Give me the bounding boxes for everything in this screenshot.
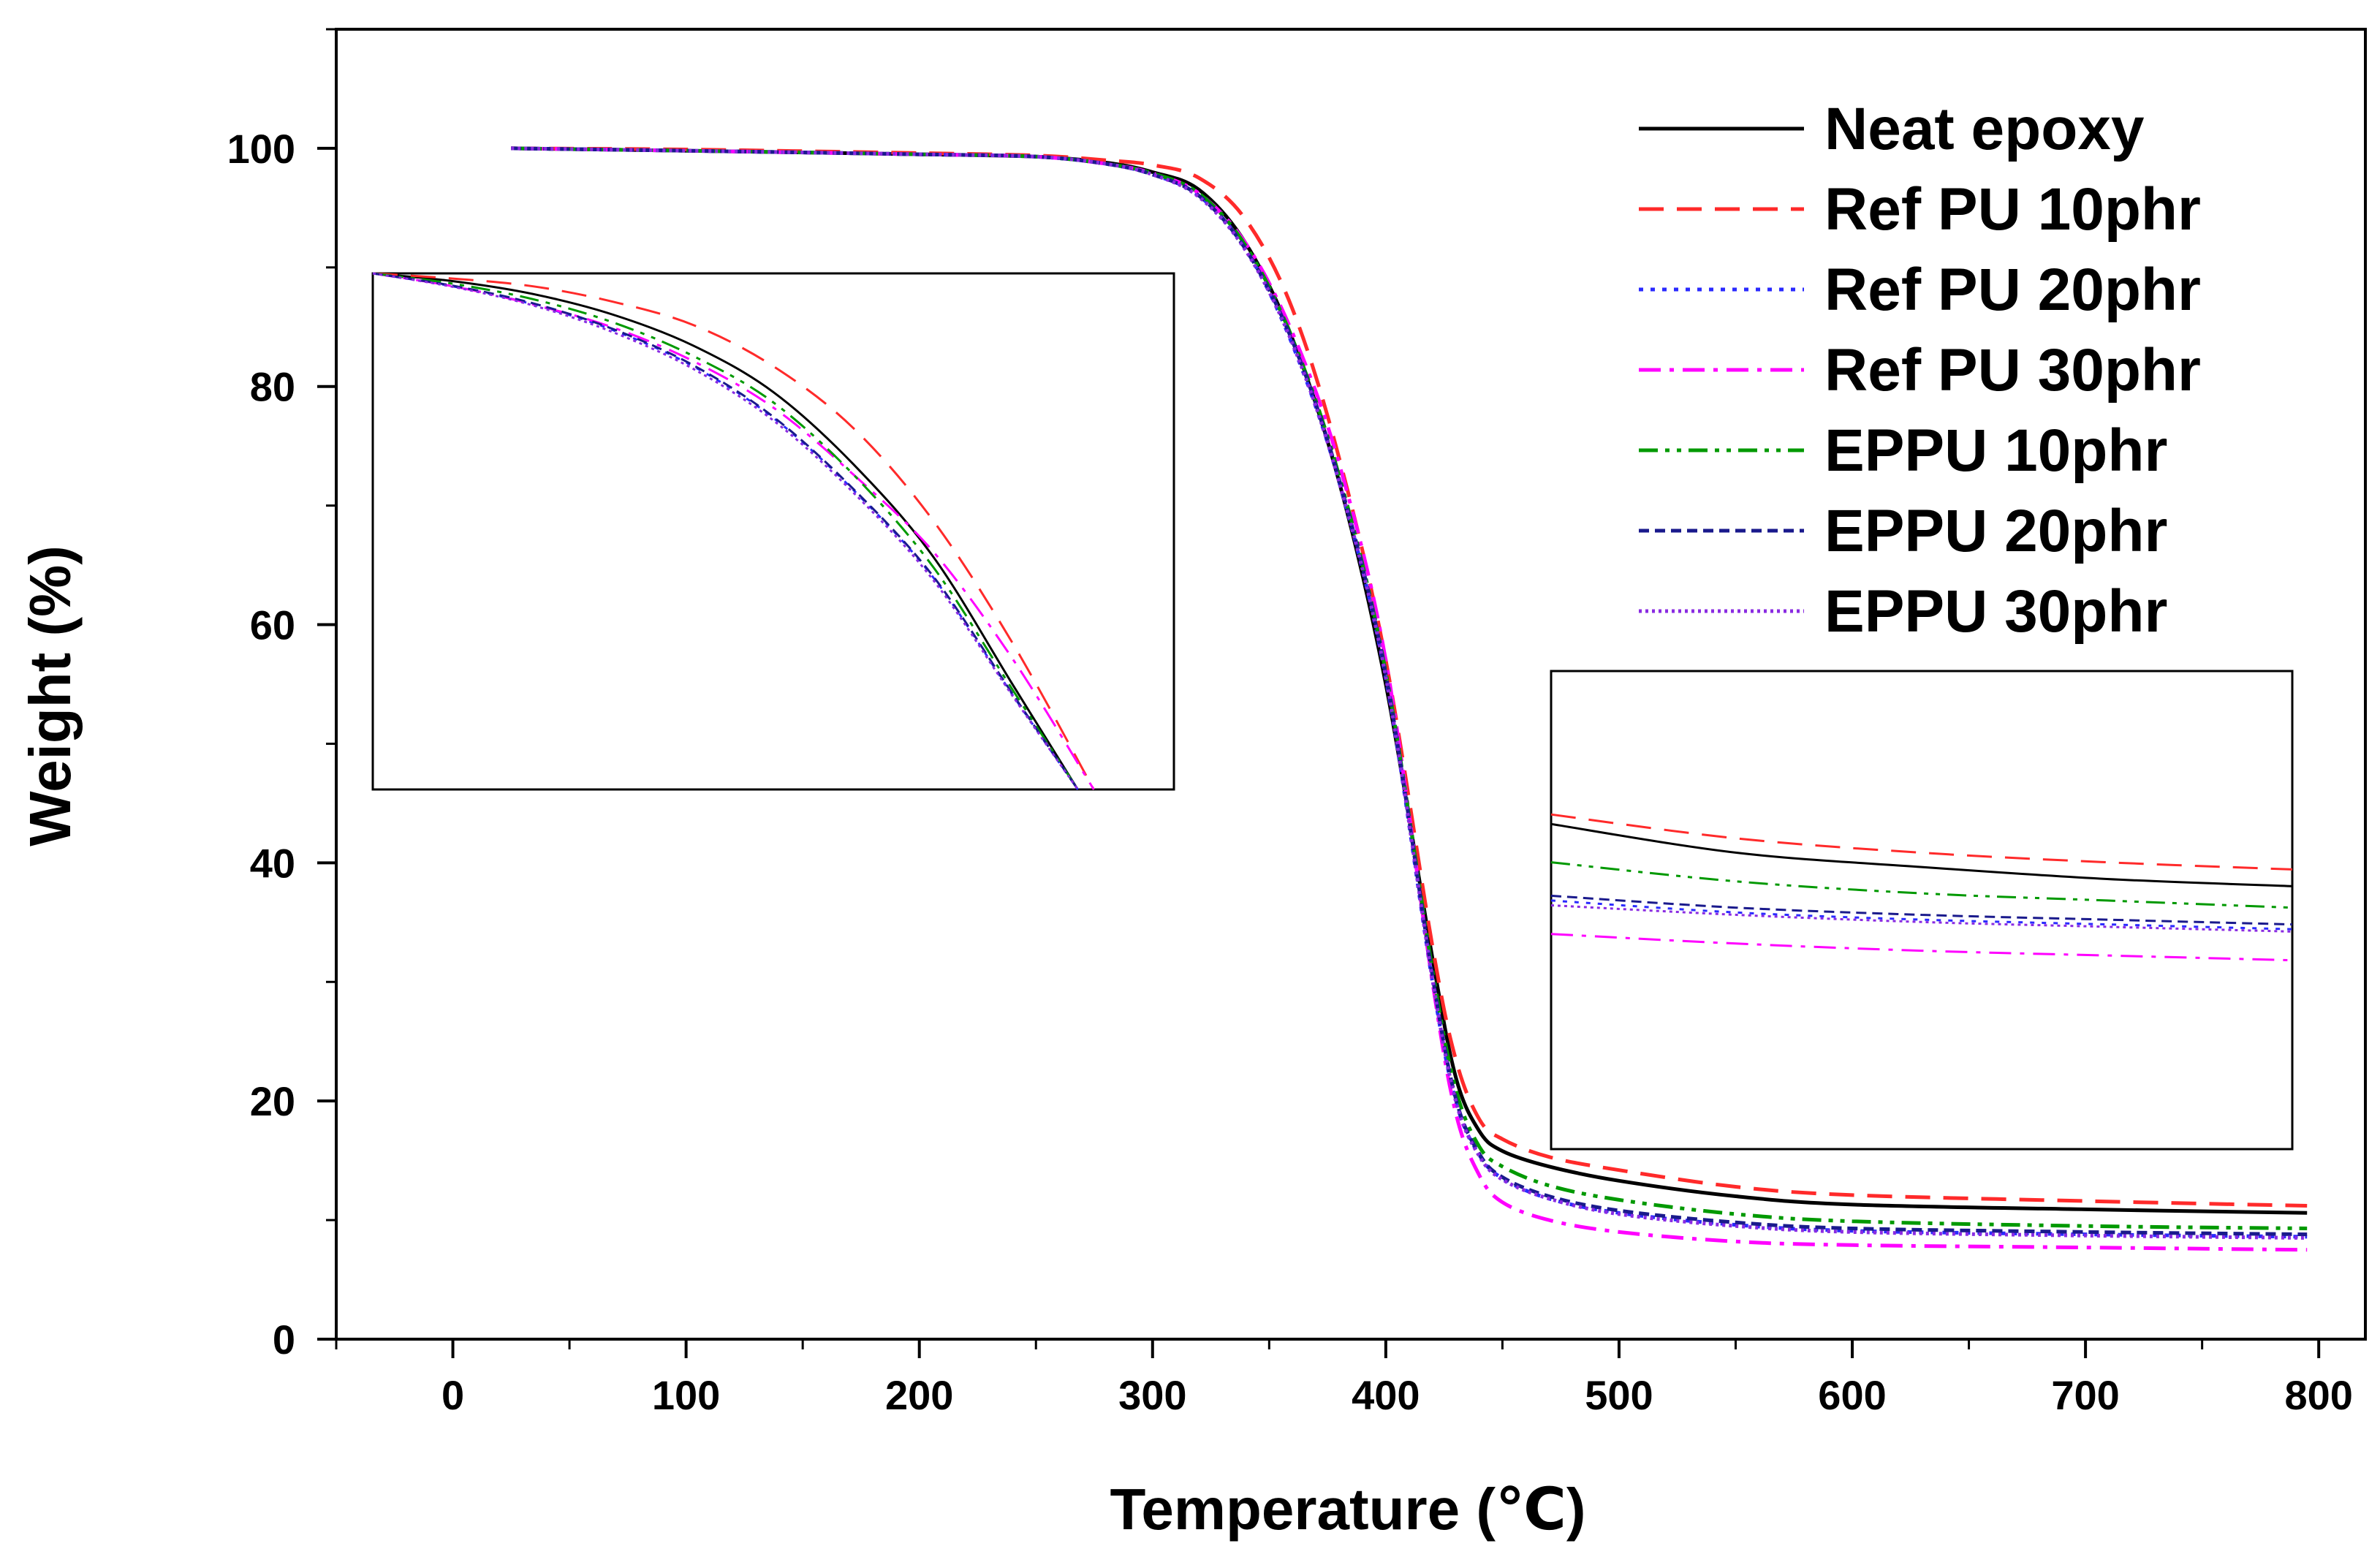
inset-left bbox=[371, 272, 1175, 791]
y-tick-label: 0 bbox=[273, 1317, 295, 1363]
series-lines bbox=[511, 146, 2308, 1252]
legend-label-neat-epoxy: Neat epoxy bbox=[1824, 96, 2145, 162]
legend-label-eppu-20phr: EPPU 20phr bbox=[1824, 498, 2167, 564]
x-axis-title: Temperature (℃) bbox=[1110, 1477, 1585, 1542]
axis-ticks: 0 100 200 300 400 500 600 700 800 0 20 40 60 80 100 bbox=[227, 28, 2353, 1418]
x-tick-label: 0 bbox=[441, 1372, 464, 1418]
char-residue-zoom-line-ref-pu-10phr bbox=[1550, 813, 2293, 871]
x-tick-label: 400 bbox=[1352, 1372, 1420, 1418]
char-residue-zoom-line-eppu-20phr bbox=[1550, 894, 2293, 926]
early-degradation-zoom-line-eppu-20phr bbox=[372, 272, 1079, 790]
early-degradation-zoom-line-ref-pu-10phr bbox=[372, 272, 1095, 790]
char-residue-zoom-line-ref-pu-20phr bbox=[1550, 899, 2293, 931]
early-degradation-zoom-line-eppu-10phr bbox=[372, 272, 1079, 790]
y-tick-label: 20 bbox=[250, 1078, 295, 1124]
x-tick-label: 600 bbox=[1818, 1372, 1886, 1418]
y-tick-label: 80 bbox=[250, 364, 295, 410]
x-tick-label: 100 bbox=[652, 1372, 720, 1418]
y-tick-label: 40 bbox=[250, 840, 295, 886]
y-tick-label: 100 bbox=[227, 126, 295, 172]
early-degradation-zoom-border bbox=[371, 272, 1175, 791]
char-residue-zoom-line-ref-pu-30phr bbox=[1550, 933, 2293, 962]
legend-label-ref-pu-10phr: Ref PU 10phr bbox=[1824, 176, 2201, 243]
legend: Neat epoxy Ref PU 10phr Ref PU 20phr Ref PU… bbox=[1639, 96, 2201, 645]
x-tick-label: 800 bbox=[2284, 1372, 2352, 1418]
inset-right bbox=[1550, 670, 2294, 1151]
legend-label-ref-pu-20phr: Ref PU 20phr bbox=[1824, 257, 2201, 323]
x-tick-label: 500 bbox=[1585, 1372, 1653, 1418]
legend-label-eppu-30phr: EPPU 30phr bbox=[1824, 578, 2167, 645]
x-tick-label: 300 bbox=[1118, 1372, 1186, 1418]
x-tick-label: 200 bbox=[885, 1372, 953, 1418]
x-tick-label: 700 bbox=[2051, 1372, 2119, 1418]
plot-frame bbox=[335, 28, 2367, 1341]
char-residue-zoom-line-neat-epoxy bbox=[1550, 822, 2293, 887]
early-degradation-zoom-line-neat-epoxy bbox=[372, 272, 1079, 790]
legend-label-eppu-10phr: EPPU 10phr bbox=[1824, 417, 2167, 484]
char-residue-zoom-line-eppu-30phr bbox=[1550, 904, 2293, 933]
plot-area-border bbox=[335, 28, 2367, 1341]
series-line-eppu-30phr bbox=[511, 146, 2308, 1240]
char-residue-zoom-border bbox=[1550, 670, 2294, 1151]
legend-label-ref-pu-30phr: Ref PU 30phr bbox=[1824, 337, 2201, 404]
y-axis-title: Weight (%) bbox=[18, 545, 83, 846]
series-line-eppu-10phr bbox=[511, 146, 2308, 1230]
y-tick-label: 60 bbox=[250, 602, 295, 648]
